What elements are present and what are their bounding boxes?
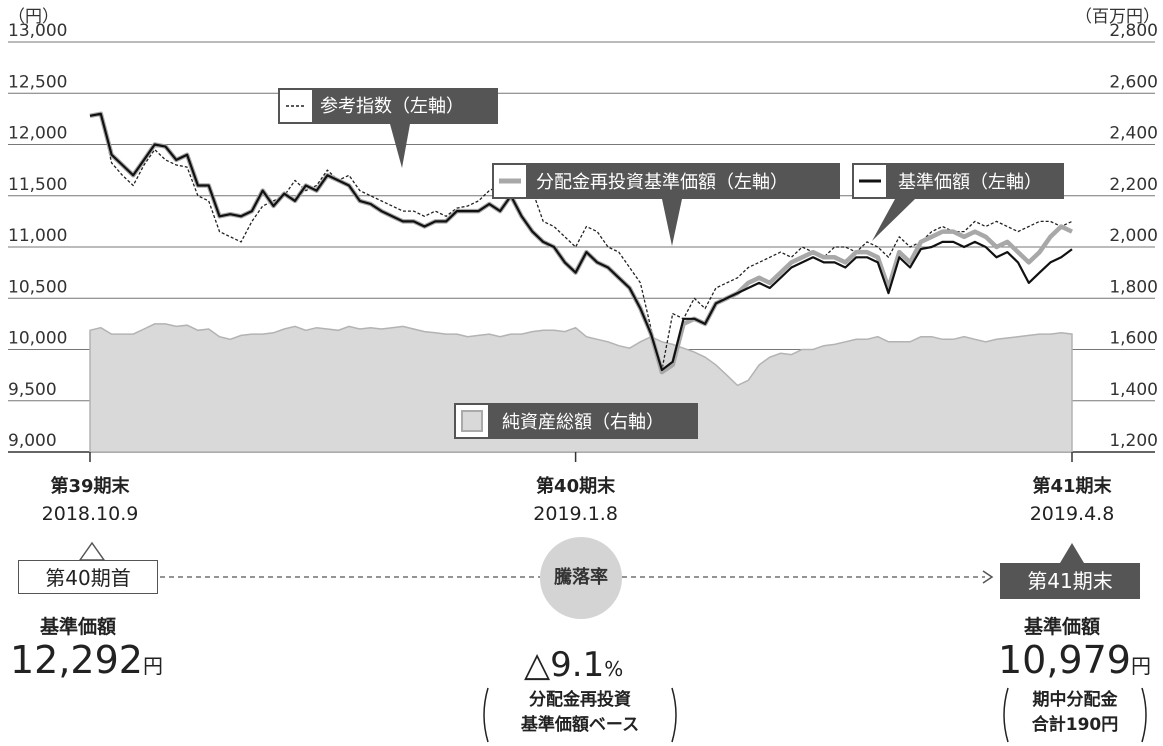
y-right-tick-label: 2,400 — [1109, 124, 1158, 144]
y-right-tick-label: 1,800 — [1109, 277, 1158, 297]
y-right-tick-label: 1,400 — [1109, 380, 1158, 400]
callout-ref-index: 参考指数（左軸） — [278, 88, 498, 168]
left-axis-unit: （円） — [8, 7, 59, 27]
series-line-reference-index — [89, 113, 1073, 371]
callout-reinvest-label: 分配金再投資基準価額（左軸） — [536, 172, 788, 193]
callout-nav-label: 基準価額（左軸） — [898, 172, 1042, 193]
y-left-tick-label: 10,000 — [8, 329, 67, 349]
change-rate-badge: 騰落率 — [540, 537, 622, 619]
end-nav-value-group: 10,979円 — [998, 638, 1151, 682]
y-right-tick-label: 1,600 — [1109, 329, 1158, 349]
x-tick-label-date: 2019.4.8 — [1030, 503, 1115, 520]
change-rate-note-line1: 分配金再投資 — [529, 690, 631, 710]
change-rate-group: △9.1% — [524, 645, 623, 685]
callout-reinvest: 分配金再投資基準価額（左軸） — [492, 163, 840, 246]
change-rate-note: 分配金再投資 基準価額ベース — [480, 688, 680, 738]
callout-reinvest-box — [492, 163, 840, 199]
y-left-tick-label: 11,500 — [8, 175, 67, 195]
end-nav-value: 10,979 — [998, 638, 1131, 682]
series-area-net-assets — [89, 323, 1073, 453]
y-right-tick-label: 1,200 — [1109, 431, 1158, 451]
summary-connector — [78, 541, 1084, 584]
y-left-tick-label: 12,500 — [8, 72, 67, 92]
start-nav-label: 基準価額 — [40, 616, 117, 638]
y-left-tick-label: 9,000 — [8, 431, 57, 451]
callout-net-assets-box — [454, 403, 698, 439]
callout-ref-index-box — [278, 88, 498, 124]
start-nav-value: 12,292 — [10, 638, 143, 682]
arrow-head — [982, 570, 994, 584]
callout-ref-index-pointer — [390, 124, 410, 168]
callout-nav: 基準価額（左軸） — [852, 163, 1064, 241]
y-left-tick-label: 9,500 — [8, 380, 57, 400]
distribution-note-line2: 合計190円 — [1031, 715, 1119, 735]
end-period-tag: 第41期末 — [1000, 563, 1140, 599]
y-right-tick-label: 2,800 — [1109, 21, 1158, 41]
chart-area: 13,000 2,800 12,500 2,600 12,000 2,400 11,500 2… — [8, 7, 1160, 520]
right-paren — [671, 687, 677, 743]
right-axis-unit: （百万円） — [1075, 7, 1160, 27]
y-left-tick-label: 13,000 — [8, 21, 67, 41]
x-tick-label-date: 2019.1.8 — [533, 503, 618, 520]
callout-net-assets-label: 純資産総額（右軸） — [502, 412, 664, 433]
end-nav-unit: 円 — [1130, 654, 1151, 678]
callout-net-assets: 純資産総額（右軸） — [454, 403, 698, 439]
area-layer — [89, 323, 1073, 453]
y-left-tick-label: 10,500 — [8, 277, 67, 297]
change-rate-parens — [483, 687, 677, 743]
callout-nav-pointer — [872, 199, 915, 241]
change-rate-note-line2: 基準価額ベース — [520, 715, 640, 735]
change-rate-value: △9.1 — [524, 645, 605, 685]
left-paren — [483, 687, 489, 743]
x-tick-label-period: 第41期末 — [1032, 475, 1112, 497]
start-nav-value-group: 12,292円 — [10, 638, 163, 682]
y-right-tick-label: 2,600 — [1109, 72, 1158, 92]
y-right-tick-label: 2,000 — [1109, 226, 1158, 246]
y-left-tick-label: 11,000 — [8, 226, 67, 246]
change-rate-unit: % — [604, 657, 624, 681]
area-swatch — [461, 410, 483, 432]
y-tick-labels: 13,000 2,800 12,500 2,600 12,000 2,400 11,500 2… — [8, 21, 1158, 451]
line-layer — [89, 111, 1073, 375]
start-nav-unit: 円 — [142, 654, 163, 678]
end-nav-label: 基準価額 — [1024, 616, 1101, 638]
x-tick-label-date: 2018.10.9 — [42, 503, 139, 520]
x-tick-label-period: 第40期末 — [536, 475, 616, 497]
distribution-parens — [1003, 687, 1147, 743]
start-tag-pointer — [78, 541, 106, 561]
distribution-note: 期中分配金 合計190円 — [1000, 688, 1150, 738]
callout-reinvest-pointer — [662, 199, 682, 246]
y-left-tick-label: 12,000 — [8, 124, 67, 144]
callout-nav-box — [852, 163, 1064, 199]
left-paren — [1003, 687, 1009, 743]
series-line-nav — [89, 112, 1073, 372]
end-tag-pointer — [1060, 543, 1084, 563]
callout-ref-index-label: 参考指数（左軸） — [320, 96, 464, 117]
x-tick-label-period: 第39期末 — [50, 475, 130, 497]
start-period-tag: 第40期首 — [18, 560, 158, 594]
distribution-note-line1: 期中分配金 — [1032, 690, 1118, 710]
y-right-tick-label: 2,200 — [1109, 175, 1158, 195]
x-tick-labels: 第39期末 2018.10.9 第40期末 2019.1.8 第41期末 2019.4.8 — [42, 452, 1115, 520]
right-paren — [1141, 687, 1147, 743]
